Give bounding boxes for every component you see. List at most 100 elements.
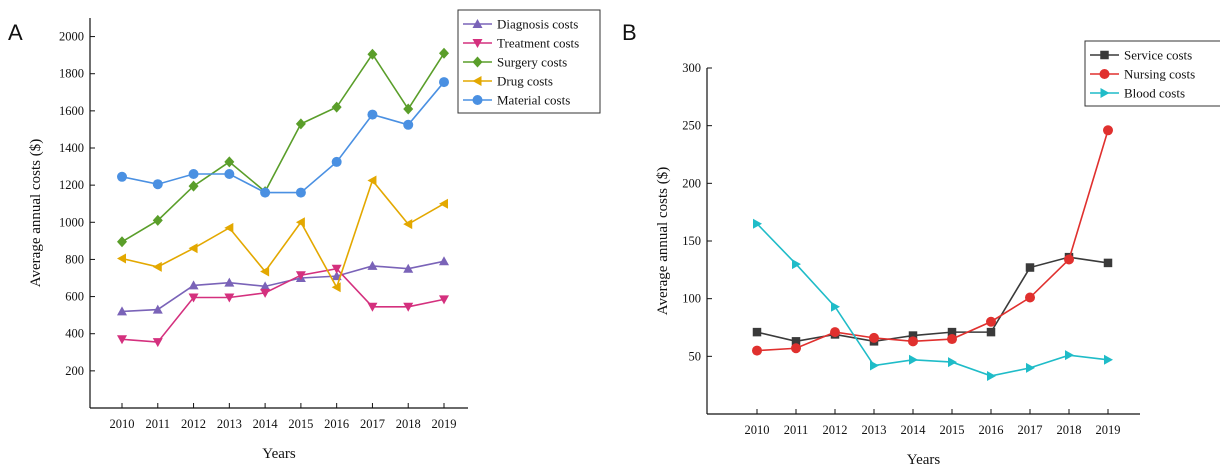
chart-a-legend-drug-costs-label: Drug costs bbox=[497, 74, 553, 89]
chart-a-y-tick-label: 800 bbox=[65, 252, 84, 266]
chart-a-x-tick-label: 2019 bbox=[432, 417, 457, 431]
chart-a-series-treatment-costs-point bbox=[295, 271, 306, 281]
chart-b-series-blood-costs-point bbox=[870, 360, 879, 371]
chart-b-legend-nursing-costs-label: Nursing costs bbox=[1124, 67, 1195, 82]
chart-b-series-blood-costs-point bbox=[792, 259, 801, 270]
chart-a-legend-material-costs-swatch-marker bbox=[472, 95, 483, 105]
chart-a-series-drug-costs-point bbox=[295, 217, 305, 228]
chart-a-x-tick-label: 2010 bbox=[110, 417, 135, 431]
chart-b-legend-nursing-costs-swatch-marker bbox=[1099, 69, 1110, 79]
chart-b-y-tick-label: 250 bbox=[682, 119, 701, 133]
chart-a-series-material-costs-point bbox=[260, 187, 271, 198]
chart-b-x-tick-label: 2011 bbox=[784, 423, 809, 437]
chart-b-x-tick-label: 2013 bbox=[862, 423, 887, 437]
chart-b-y-tick-label: 50 bbox=[689, 349, 702, 363]
chart-a-y-tick-label: 2000 bbox=[59, 30, 84, 44]
chart-a-y-tick-label: 1800 bbox=[59, 67, 84, 81]
chart-a-series-surgery-costs-point bbox=[117, 236, 127, 248]
chart-a-x-tick-label: 2014 bbox=[253, 417, 279, 431]
chart-a-series-diagnosis-costs-point bbox=[367, 260, 378, 270]
chart-a-x-tick-label: 2016 bbox=[324, 417, 349, 431]
chart-a-series-drug-costs-point bbox=[260, 266, 270, 277]
chart-panel-b: 50 100 150 200 250 300 2010 2011 2012 2013 2014 201… bbox=[655, 40, 1220, 467]
chart-a-series-diagnosis-costs-point bbox=[439, 256, 449, 266]
chart-b-legend-blood-costs-swatch-marker bbox=[1100, 88, 1110, 98]
chart-b-series-nursing-costs-point bbox=[1025, 292, 1035, 303]
chart-a-series-surgery-costs-point bbox=[331, 101, 342, 113]
chart-panel-a: 200 400 600 800 1000 1200 1400 1600 1800 2000 2010… bbox=[28, 9, 601, 462]
chart-a-legend-diagnosis-costs-swatch-marker bbox=[472, 19, 483, 28]
chart-b-series-blood-costs-point bbox=[753, 218, 762, 229]
chart-a-series-diagnosis-costs-point bbox=[224, 277, 235, 287]
chart-a-series-material-costs-line bbox=[121, 81, 445, 194]
chart-b-x-tick-label: 2014 bbox=[901, 423, 927, 437]
chart-a-legend-drug-costs-swatch-marker bbox=[472, 76, 482, 86]
chart-b-y-axis-title: Average annual costs ($) bbox=[655, 167, 671, 315]
chart-a-legend-surgery-costs-swatch-marker bbox=[472, 56, 483, 68]
chart-a-series-treatment-costs-point bbox=[331, 264, 342, 274]
chart-a-series-material-costs-point bbox=[224, 169, 235, 179]
chart-a-series-surgery-costs-point bbox=[403, 103, 414, 115]
chart-a-series-surgery-costs-point bbox=[439, 47, 449, 59]
chart-b-series-blood-costs-point bbox=[1104, 354, 1113, 365]
chart-a-x-tick-label: 2018 bbox=[396, 417, 421, 431]
chart-a-series-drug-costs-point bbox=[152, 261, 162, 272]
chart-b-x-tick-label: 2016 bbox=[979, 423, 1004, 437]
chart-a-series-treatment-costs-point bbox=[403, 302, 414, 312]
chart-a-y-tick-label: 600 bbox=[65, 290, 84, 304]
chart-b-series-blood-costs-point bbox=[1065, 350, 1074, 361]
chart-a-x-tick-label: 2015 bbox=[288, 417, 313, 431]
panel-letter-b: B bbox=[622, 20, 637, 45]
chart-b-series-blood-costs-point bbox=[1026, 362, 1035, 373]
chart-a-legend-surgery-costs-label: Surgery costs bbox=[497, 55, 567, 70]
chart-a-y-tick-label: 1200 bbox=[59, 178, 84, 192]
chart-a-legend-treatment-costs-swatch-marker bbox=[472, 39, 483, 48]
chart-a-series-drug-costs-point bbox=[439, 198, 448, 209]
chart-a-series-material-costs-point bbox=[439, 77, 449, 88]
chart-a-legend-treatment-costs-label: Treatment costs bbox=[497, 36, 579, 51]
panel-letter-a: A bbox=[8, 20, 23, 45]
chart-a-legend-diagnosis-costs-label: Diagnosis costs bbox=[497, 17, 578, 32]
chart-b-series-blood-costs-point bbox=[831, 301, 840, 312]
chart-b-series-nursing-costs-line bbox=[756, 130, 1109, 352]
chart-a-series-diagnosis-costs-point bbox=[260, 281, 271, 291]
chart-a-series-treatment-costs-point bbox=[367, 302, 378, 312]
chart-a-series-diagnosis-costs-point bbox=[117, 306, 127, 316]
chart-a-series-material-costs-point bbox=[152, 179, 163, 190]
chart-b-legend-service-costs-label: Service costs bbox=[1124, 48, 1192, 63]
chart-b-x-axis-title: Years bbox=[907, 452, 941, 467]
chart-a-x-tick-label: 2017 bbox=[360, 417, 385, 431]
chart-a-y-tick-label: 1600 bbox=[59, 104, 84, 118]
chart-b-y-tick-label: 300 bbox=[682, 61, 701, 75]
chart-a-series-diagnosis-costs-line bbox=[121, 260, 445, 313]
chart-a-series-material-costs-point bbox=[367, 109, 378, 120]
chart-a-series-surgery-costs-point bbox=[152, 214, 163, 226]
chart-a-series-material-costs-point bbox=[403, 119, 414, 130]
chart-b-x-tick-label: 2018 bbox=[1057, 423, 1082, 437]
chart-a-series-material-costs-point bbox=[331, 156, 342, 167]
chart-b-series-nursing-costs-point bbox=[752, 345, 762, 356]
chart-a-series-treatment-costs-line bbox=[121, 267, 445, 343]
chart-b-series-nursing-costs-point bbox=[947, 334, 957, 345]
chart-a-y-tick-label: 1400 bbox=[59, 141, 84, 155]
chart-a-series-diagnosis-costs-point bbox=[152, 304, 163, 314]
chart-a-x-tick-label: 2012 bbox=[181, 417, 206, 431]
chart-b-series-service-costs-point bbox=[752, 327, 762, 337]
chart-a-series-material-costs-point bbox=[117, 171, 127, 182]
chart-a-series-drug-costs-point bbox=[403, 219, 413, 230]
chart-a-series-surgery-costs-point bbox=[295, 118, 306, 130]
chart-b-x-tick-label: 2012 bbox=[823, 423, 848, 437]
chart-a-series-drug-costs-point bbox=[117, 253, 126, 264]
chart-a-series-drug-costs-line bbox=[121, 178, 445, 290]
chart-a-x-tick-label: 2011 bbox=[146, 417, 171, 431]
chart-a-series-material-costs-point bbox=[295, 187, 306, 198]
chart-a-series-treatment-costs-point bbox=[188, 293, 199, 303]
chart-a-series-treatment-costs-point bbox=[152, 338, 163, 348]
chart-a-series-diagnosis-costs-point bbox=[403, 263, 414, 273]
chart-b-y-tick-label: 100 bbox=[682, 292, 701, 306]
chart-b-series-blood-costs-line bbox=[756, 223, 1109, 377]
chart-a-y-tick-label: 200 bbox=[65, 364, 84, 378]
chart-b-legend-blood-costs-label: Blood costs bbox=[1124, 86, 1185, 101]
chart-a-series-drug-costs-point bbox=[224, 222, 234, 233]
